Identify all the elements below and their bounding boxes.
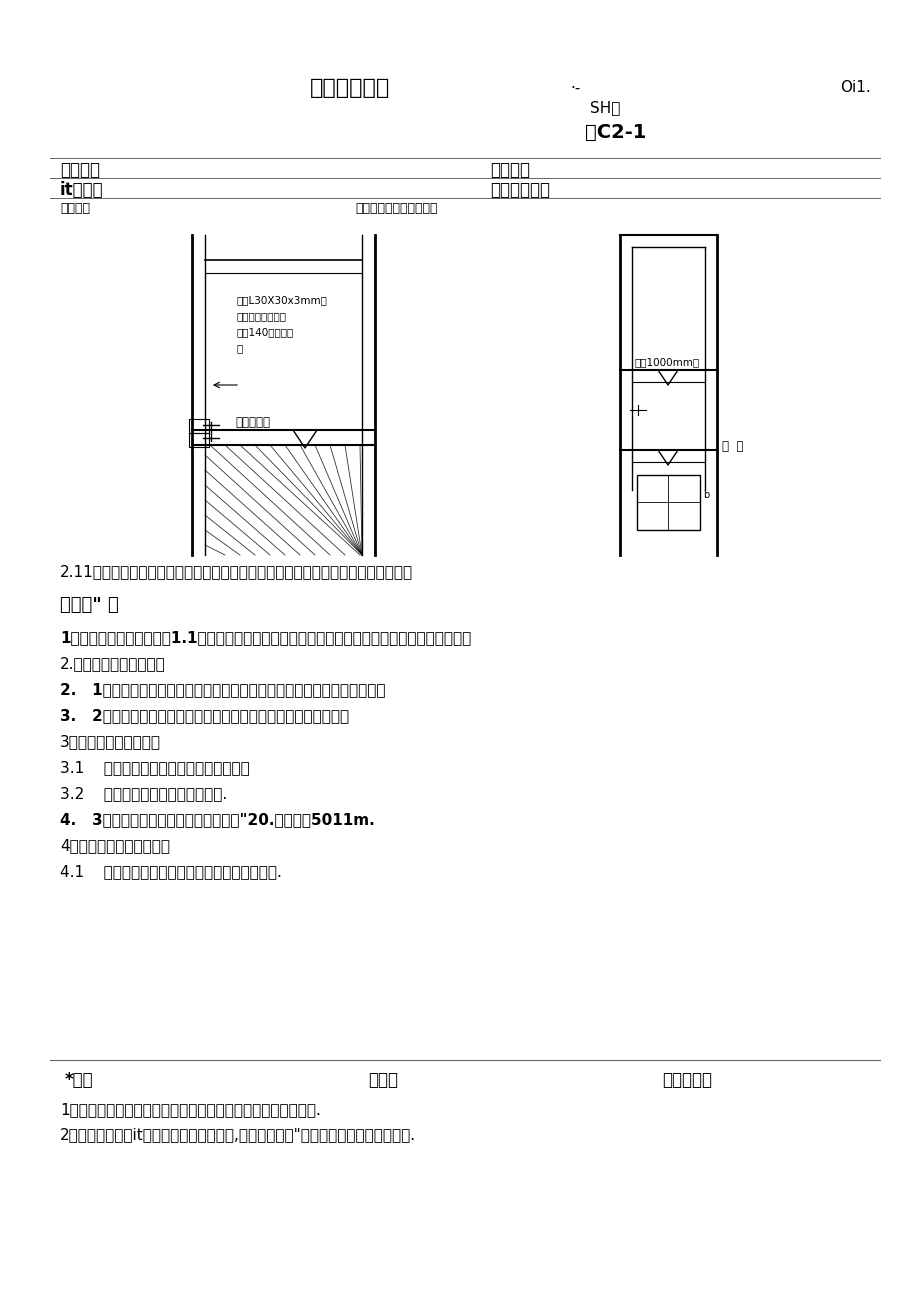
Bar bbox=[188, 433, 209, 448]
Text: 五、蔗" 准: 五、蔗" 准 bbox=[60, 596, 119, 614]
Text: 1、排风道管体主控项目：1.1排风道首体预制所使用的材料质域和技术性能均符合有关国家标准，: 1、排风道管体主控项目：1.1排风道首体预制所使用的材料质域和技术性能均符合有关… bbox=[60, 631, 471, 645]
Text: 2、当做分项工程it工技术交底时，应填写,分项工程名称"栏，其他技术交底可不填写.: 2、当做分项工程it工技术交底时，应填写,分项工程名称"栏，其他技术交底可不填写… bbox=[60, 1128, 415, 1142]
Text: 3.   2排风遒安装所用材料检查出厂合格证，有效期内的检脸报告。: 3. 2排风遒安装所用材料检查出厂合格证，有效期内的检脸报告。 bbox=[60, 709, 348, 723]
Text: SH号: SH号 bbox=[589, 100, 619, 116]
Text: 工程名称: 工程名称 bbox=[60, 161, 100, 180]
Text: 交底日期: 交底日期 bbox=[490, 161, 529, 180]
Text: 2.排风道安装主控项目：: 2.排风道安装主控项目： bbox=[60, 657, 165, 671]
Text: 4.1    首层排风道基础混凝土浇筑振捣密实、抹平.: 4.1 首层排风道基础混凝土浇筑振捣密实、抹平. bbox=[60, 864, 281, 879]
Bar bbox=[188, 419, 209, 433]
Text: Oi1.: Oi1. bbox=[839, 81, 869, 95]
Text: 4.   3管体两端破损，宽度不超过边长的"20.再不超过5011m.: 4. 3管体两端破损，宽度不超过边长的"20.再不超过5011m. bbox=[60, 813, 374, 827]
Text: 长度为所遁风道边: 长度为所遁风道边 bbox=[237, 311, 287, 321]
Text: 3、排风道管体一般项目: 3、排风道管体一般项目 bbox=[60, 735, 161, 749]
Text: *核人: *核人 bbox=[64, 1071, 93, 1089]
Text: 长加140，每层安: 长加140，每层安 bbox=[237, 327, 294, 337]
Text: 装: 装 bbox=[237, 343, 243, 353]
Text: 交底人: 交底人 bbox=[368, 1071, 398, 1089]
Text: 技术交底记录: 技术交底记录 bbox=[310, 78, 390, 98]
Text: 2.11待通风道安装验收合格，室内装施堪木完成后，项目通知，再开始安装止逆阀。: 2.11待通风道安装验收合格，室内装施堪木完成后，项目通知，再开始安装止逆阀。 bbox=[60, 565, 413, 579]
Text: 涵回避亦肚施丁计卡交庶: 涵回避亦肚施丁计卡交庶 bbox=[355, 202, 437, 215]
Text: 建筑1000mm线: 建筑1000mm线 bbox=[634, 356, 699, 367]
Text: ·-: ·- bbox=[570, 81, 580, 95]
Text: 1、本表由篇工单位填写，交底单位与接受交底单位各保存一份.: 1、本表由篇工单位填写，交底单位与接受交底单位各保存一份. bbox=[60, 1102, 321, 1118]
Text: 接受交底人: 接受交底人 bbox=[662, 1071, 711, 1089]
Text: 表C2-1: 表C2-1 bbox=[584, 122, 646, 142]
Text: 六庶相茜: 六庶相茜 bbox=[60, 202, 90, 215]
Text: 各层楼地面: 各层楼地面 bbox=[234, 416, 269, 429]
Text: 4、排风道安装一般项目：: 4、排风道安装一般项目： bbox=[60, 839, 170, 853]
Text: 楼  面: 楼 面 bbox=[721, 441, 743, 454]
Text: b: b bbox=[702, 490, 709, 500]
Text: 分项工程名称: 分项工程名称 bbox=[490, 181, 550, 199]
Text: 3.2    排风道管体端面平整、无飞边.: 3.2 排风道管体端面平整、无飞边. bbox=[60, 787, 227, 801]
Text: 角钢L30X30x3mm：: 角钢L30X30x3mm： bbox=[237, 295, 327, 304]
Text: 2.   1对进场的排风道成品，检食出厂合格证，当年的排风道管体检號报告，: 2. 1对进场的排风道成品，检食出厂合格证，当年的排风道管体检號报告， bbox=[60, 683, 385, 697]
Bar bbox=[636, 475, 699, 530]
Text: it工单位: it工单位 bbox=[60, 181, 104, 199]
Text: 3.1    排风道管体内外表面平整，无孔洞。: 3.1 排风道管体内外表面平整，无孔洞。 bbox=[60, 761, 249, 775]
